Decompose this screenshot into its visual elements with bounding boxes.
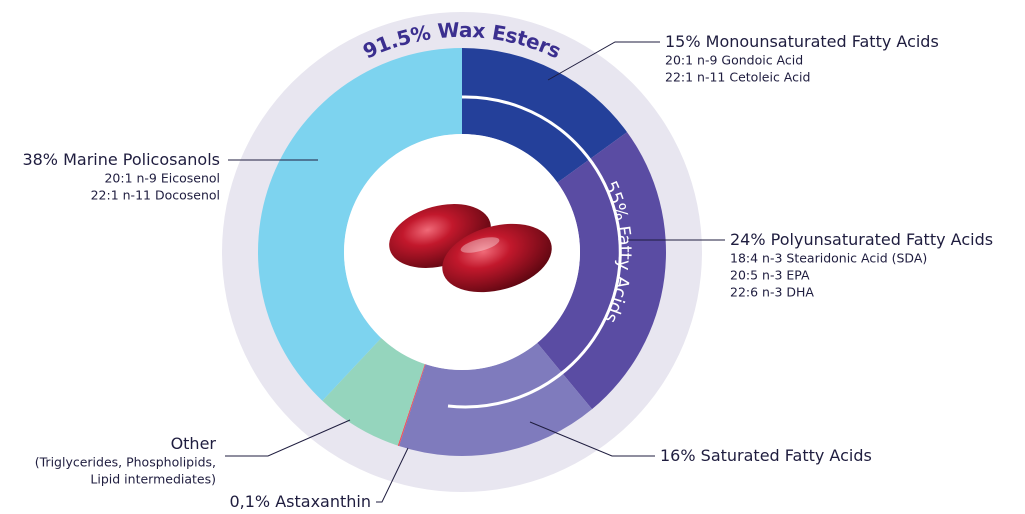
category-label: Polyunsaturated Fatty Acids: [771, 230, 993, 249]
value-label: 15%: [665, 32, 701, 51]
detail-label: 20:1 n-9 Gondoic Acid: [665, 53, 803, 68]
detail-label: (Triglycerides, Phospholipids,: [35, 455, 216, 470]
detail-label: 22:1 n-11 Cetoleic Acid: [665, 70, 810, 85]
category-label: Other: [171, 434, 217, 453]
value-label: 16%: [660, 446, 696, 465]
slice-label: 38% Marine Policosanols: [22, 150, 220, 169]
detail-label: 20:5 n-3 EPA: [730, 268, 810, 283]
chart: 91.5% Wax Esters 55% Fatty Acids 15% Mon…: [0, 0, 1025, 514]
slice-label: 15% Monounsaturated Fatty Acids: [665, 32, 939, 51]
category-label: Monounsaturated Fatty Acids: [706, 32, 939, 51]
category-label: Astaxanthin: [275, 492, 371, 511]
value-label: 24%: [730, 230, 766, 249]
value-label: 0,1%: [229, 492, 270, 511]
slice-label: 0,1% Astaxanthin: [229, 492, 371, 511]
page: {"chart_data": {"type": "pie", "donut": …: [0, 0, 1025, 514]
detail-label: 22:1 n-11 Docosenol: [91, 188, 220, 203]
category-label: Saturated Fatty Acids: [701, 446, 872, 465]
detail-label: 20:1 n-9 Eicosenol: [104, 171, 220, 186]
slice-label: 16% Saturated Fatty Acids: [660, 446, 872, 465]
slice-label: Other: [171, 434, 217, 453]
value-label: 38%: [22, 150, 58, 169]
detail-label: 22:6 n-3 DHA: [730, 285, 814, 300]
detail-label: 18:4 n-3 Stearidonic Acid (SDA): [730, 251, 927, 266]
detail-label: Lipid intermediates): [90, 472, 216, 487]
category-label: Marine Policosanols: [63, 150, 220, 169]
slice-label: 24% Polyunsaturated Fatty Acids: [730, 230, 993, 249]
